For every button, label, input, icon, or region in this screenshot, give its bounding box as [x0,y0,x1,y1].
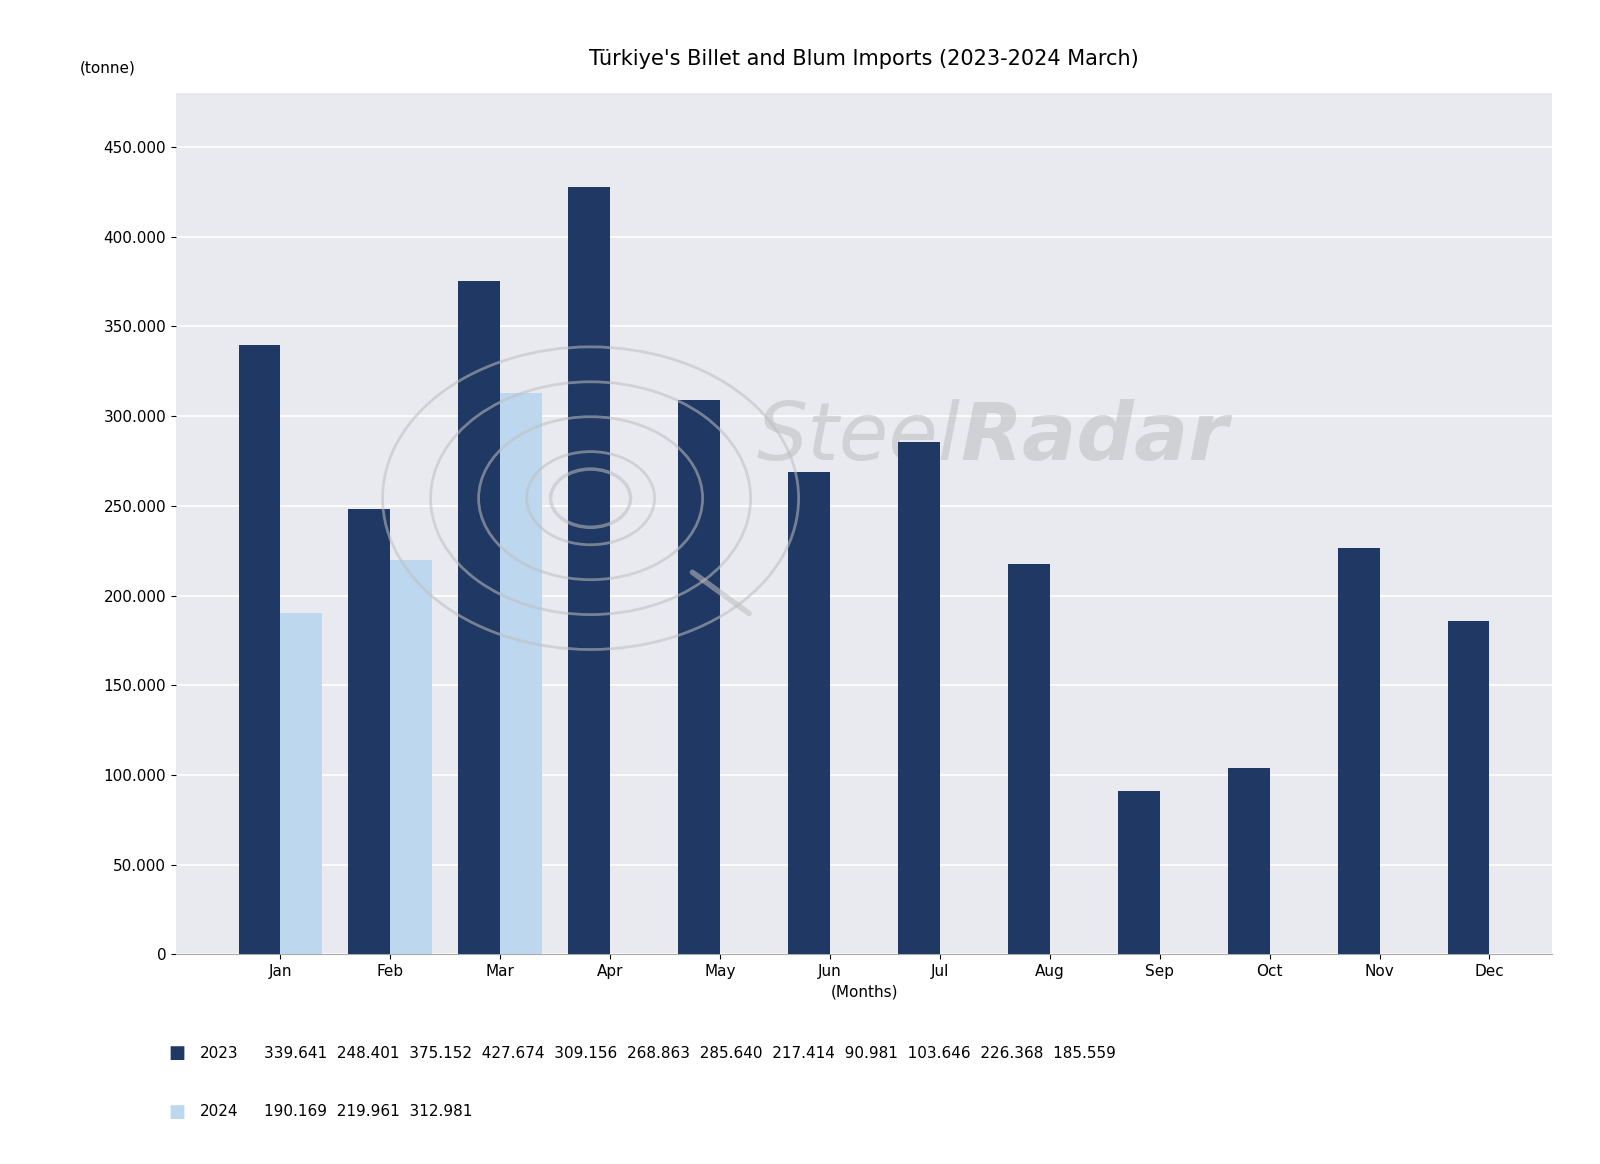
Text: Steel: Steel [757,398,960,477]
Bar [390,560,432,954]
Bar [789,473,830,954]
Bar [458,282,501,954]
Bar [280,613,322,954]
Bar [1448,622,1490,954]
Bar [1118,792,1160,954]
Bar [501,392,542,954]
Title: Türkiye's Billet and Blum Imports (2023-2024 March): Türkiye's Billet and Blum Imports (2023-… [589,49,1139,70]
Bar [898,442,939,954]
Bar [1227,768,1270,954]
Text: (tonne): (tonne) [80,61,136,76]
Text: 339.641  248.401  375.152  427.674  309.156  268.863  285.640  217.414  90.981  : 339.641 248.401 375.152 427.674 309.156 … [264,1046,1115,1060]
Bar [568,187,610,954]
Bar [238,345,280,954]
Text: 2024: 2024 [200,1105,238,1119]
Text: 2023: 2023 [200,1046,238,1060]
Text: ■: ■ [168,1044,186,1063]
Text: ■: ■ [168,1102,186,1121]
Bar [678,399,720,954]
X-axis label: (Months): (Months) [830,985,898,1000]
Text: Radar: Radar [960,398,1229,477]
Bar [349,509,390,954]
Bar [1338,548,1379,954]
Bar [1008,565,1050,954]
Text: 190.169  219.961  312.981: 190.169 219.961 312.981 [264,1105,472,1119]
